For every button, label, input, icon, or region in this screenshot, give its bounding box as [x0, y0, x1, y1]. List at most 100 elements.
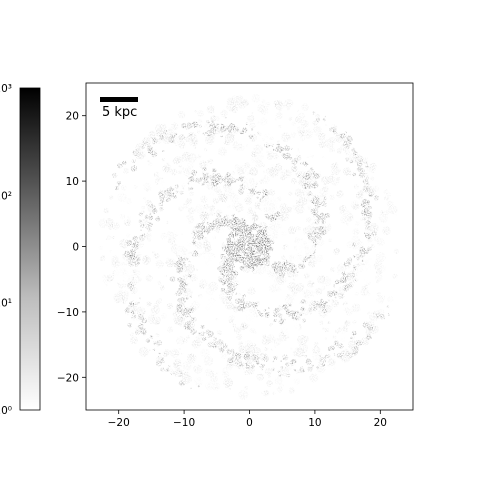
- arm-filament: [311, 364, 314, 367]
- arm-filament: [329, 127, 334, 132]
- colorbar-ticks: 10⁰ 10¹ 10² 10³: [0, 83, 12, 417]
- gas-cloud: [274, 118, 278, 121]
- gas-cloud: [264, 346, 269, 351]
- core-region: [252, 222, 256, 227]
- arm-filament: [351, 273, 354, 276]
- arm-filament: [189, 296, 192, 299]
- gas-cloud: [181, 167, 185, 171]
- arm-filament: [319, 298, 324, 303]
- gas-cloud: [330, 163, 337, 170]
- arm-filament: [262, 355, 269, 362]
- gas-cloud: [316, 289, 321, 294]
- gas-cloud: [270, 189, 275, 194]
- gas-cloud: [327, 321, 331, 324]
- gas-cloud: [386, 200, 394, 208]
- gas-cloud: [383, 189, 389, 195]
- arm-filament: [359, 171, 366, 179]
- arm-filament: [323, 196, 327, 201]
- arm-filament: [124, 307, 131, 314]
- gas-cloud: [197, 130, 201, 134]
- core-region: [260, 232, 264, 236]
- gas-cloud: [146, 159, 150, 163]
- arm-filament: [228, 267, 231, 271]
- gas-cloud: [277, 140, 280, 143]
- gas-cloud: [220, 352, 227, 360]
- gas-cloud: [126, 233, 131, 238]
- arm-filament: [155, 360, 162, 367]
- arm-filament: [132, 235, 138, 242]
- gas-cloud: [288, 387, 295, 394]
- arm-filament: [128, 252, 136, 259]
- arm-filament: [138, 212, 144, 217]
- core-region: [246, 249, 248, 251]
- arm-filament: [214, 217, 220, 224]
- arm-filament: [255, 360, 260, 365]
- arm-filament: [277, 370, 280, 373]
- core-region: [234, 232, 239, 237]
- arm-filament: [158, 134, 165, 140]
- arm-filament: [231, 213, 236, 218]
- void-bubble: [354, 265, 374, 285]
- gas-cloud: [302, 192, 306, 196]
- core-region: [238, 241, 241, 245]
- gas-cloud: [218, 292, 227, 301]
- arm-filament: [172, 194, 177, 199]
- arm-filament: [191, 121, 199, 129]
- gas-cloud: [267, 157, 270, 160]
- gas-cloud: [216, 371, 219, 375]
- gas-cloud: [152, 250, 155, 254]
- arm-filament: [365, 182, 370, 186]
- gas-cloud: [349, 277, 356, 284]
- arm-filament: [368, 325, 374, 332]
- gas-cloud: [262, 164, 265, 167]
- arm-filament: [211, 119, 215, 123]
- gas-cloud: [370, 244, 375, 248]
- arm-filament: [187, 273, 192, 278]
- core-region: [239, 247, 245, 253]
- arm-filament: [277, 261, 282, 266]
- gas-cloud: [382, 226, 391, 235]
- gas-cloud: [226, 204, 231, 209]
- gas-cloud: [272, 153, 279, 160]
- core-region: [229, 233, 231, 236]
- arm-filament: [216, 213, 222, 219]
- arm-filament: [195, 223, 203, 230]
- gas-cloud: [114, 297, 120, 304]
- gas-cloud: [178, 164, 182, 168]
- gas-cloud: [386, 295, 394, 303]
- colorbar-gradient: [19, 87, 41, 411]
- gas-cloud: [321, 132, 326, 138]
- gas-cloud: [199, 211, 210, 221]
- void-bubble: [242, 174, 257, 190]
- gas-cloud: [249, 328, 255, 333]
- gas-cloud: [178, 347, 182, 351]
- gas-cloud: [339, 205, 347, 213]
- gas-cloud: [212, 235, 217, 240]
- arm-filament: [188, 175, 195, 183]
- gas-cloud: [352, 228, 360, 236]
- gas-cloud: [145, 187, 150, 192]
- arm-filament: [212, 173, 215, 176]
- arm-filament: [157, 355, 160, 358]
- gas-cloud: [265, 101, 271, 107]
- core-region: [261, 257, 265, 261]
- arm-filament: [239, 302, 246, 310]
- arm-filament: [145, 341, 148, 344]
- void-bubble: [266, 161, 273, 169]
- core-region: [257, 241, 262, 246]
- gas-cloud: [259, 179, 264, 184]
- arm-filament: [273, 318, 278, 323]
- arm-filament: [314, 218, 320, 225]
- gas-cloud: [352, 320, 357, 325]
- core-region: [239, 243, 245, 249]
- arm-filament: [318, 226, 324, 232]
- arm-filament: [181, 298, 186, 303]
- gas-cloud: [368, 166, 376, 173]
- gas-cloud: [109, 250, 112, 253]
- arm-filament: [211, 180, 218, 187]
- arm-filament: [217, 225, 220, 229]
- arm-filament: [175, 190, 179, 194]
- arm-filament: [138, 234, 146, 241]
- gas-cloud: [155, 320, 160, 325]
- core-region: [243, 261, 246, 265]
